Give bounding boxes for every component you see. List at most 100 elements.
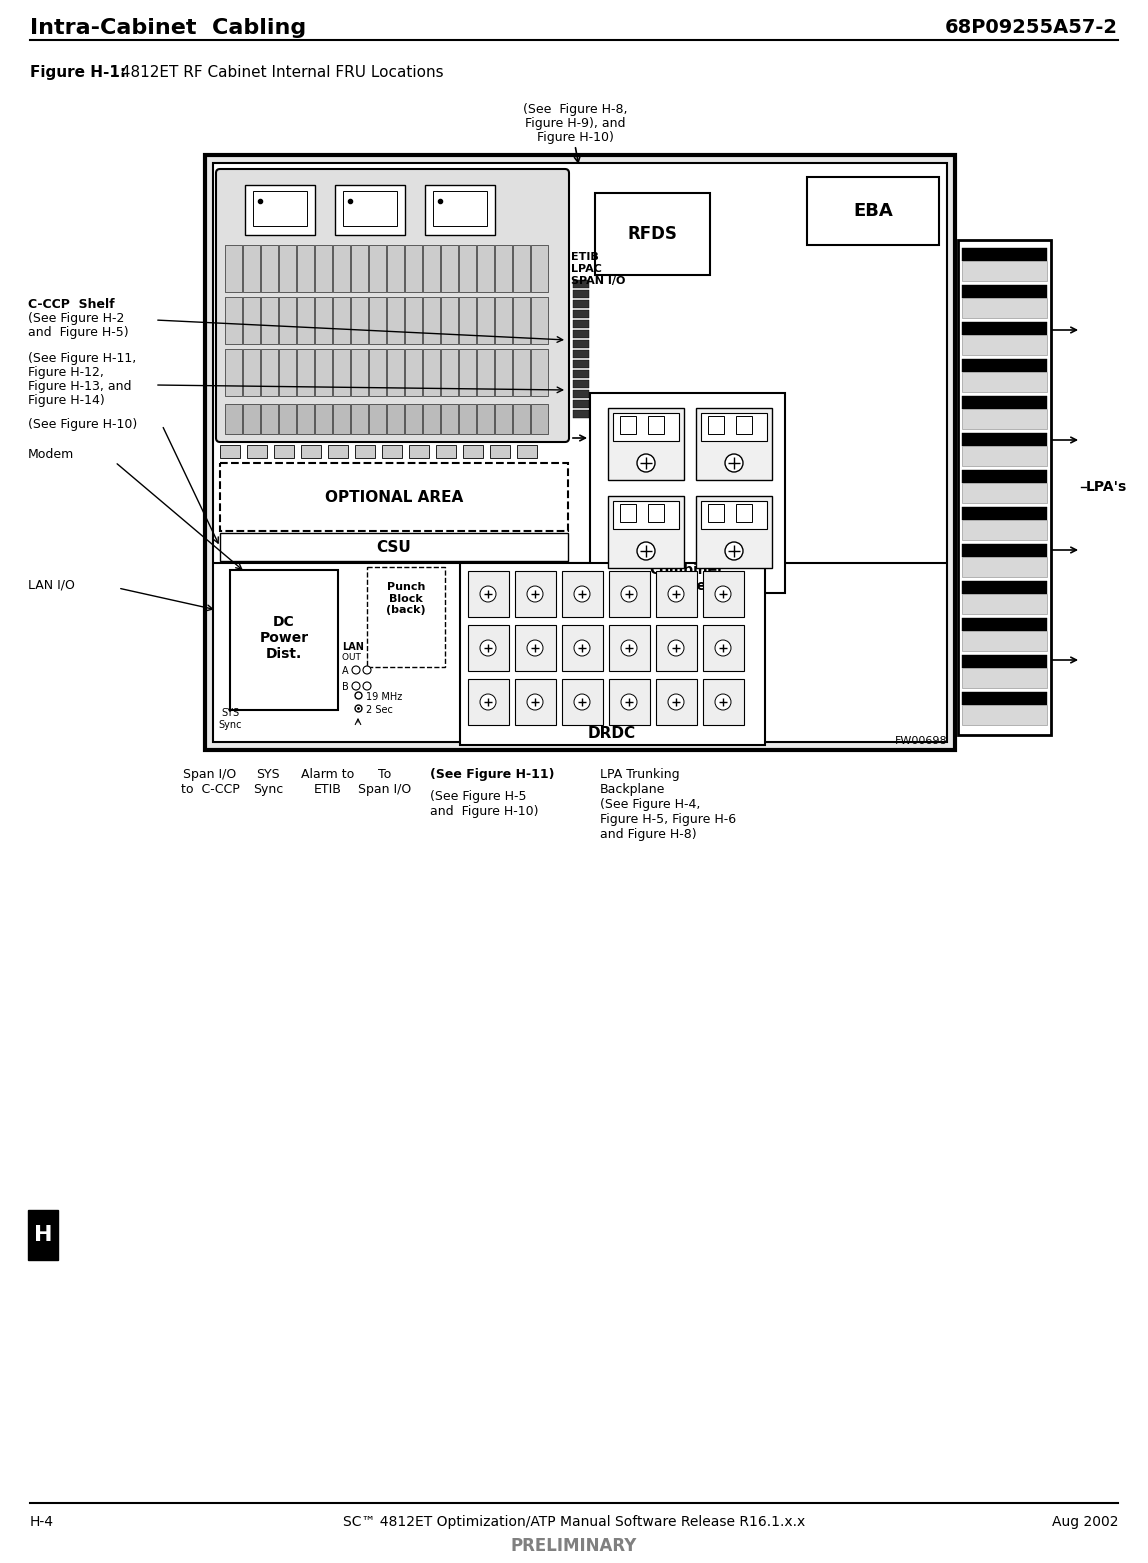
Bar bbox=[387, 245, 404, 292]
Text: LPA's: LPA's bbox=[1086, 480, 1127, 494]
Text: Figure H-1:: Figure H-1: bbox=[30, 66, 126, 80]
Text: To
Span I/O: To Span I/O bbox=[358, 767, 412, 796]
Circle shape bbox=[715, 586, 731, 602]
Bar bbox=[253, 191, 307, 227]
Bar bbox=[962, 322, 1047, 334]
Text: LAN I/O: LAN I/O bbox=[28, 578, 75, 591]
Bar bbox=[513, 403, 530, 435]
Bar bbox=[28, 1210, 59, 1260]
Bar bbox=[220, 445, 240, 458]
Text: 68P09255A57-2: 68P09255A57-2 bbox=[945, 19, 1118, 38]
Bar bbox=[656, 625, 697, 671]
Bar bbox=[573, 300, 589, 308]
Bar bbox=[225, 403, 242, 435]
Bar bbox=[962, 631, 1047, 652]
Bar bbox=[620, 503, 636, 522]
Bar bbox=[962, 544, 1047, 556]
Bar bbox=[962, 581, 1047, 594]
Bar bbox=[351, 245, 369, 292]
Bar bbox=[343, 191, 397, 227]
Circle shape bbox=[726, 542, 743, 560]
Text: Figure H-10): Figure H-10) bbox=[536, 131, 613, 144]
Bar bbox=[214, 163, 947, 742]
Bar bbox=[220, 533, 568, 561]
Bar bbox=[405, 349, 422, 395]
Bar bbox=[701, 502, 767, 528]
Bar bbox=[225, 349, 242, 395]
Text: OUT  IN: OUT IN bbox=[342, 653, 377, 663]
Bar bbox=[573, 341, 589, 349]
Bar bbox=[478, 245, 494, 292]
Circle shape bbox=[527, 694, 543, 710]
Text: 4812ET RF Cabinet Internal FRU Locations: 4812ET RF Cabinet Internal FRU Locations bbox=[116, 66, 443, 80]
Bar bbox=[279, 297, 296, 344]
Bar bbox=[573, 391, 589, 399]
Bar bbox=[459, 297, 476, 344]
Bar bbox=[279, 403, 296, 435]
Bar bbox=[573, 400, 589, 408]
Bar bbox=[205, 155, 955, 750]
Bar bbox=[459, 349, 476, 395]
Bar bbox=[513, 349, 530, 395]
Text: and  Figure H-5): and Figure H-5) bbox=[28, 327, 129, 339]
Bar bbox=[243, 349, 259, 395]
Bar bbox=[422, 349, 440, 395]
Text: Modem: Modem bbox=[28, 449, 75, 461]
Bar bbox=[573, 330, 589, 338]
Bar bbox=[225, 245, 242, 292]
Bar bbox=[495, 297, 512, 344]
Bar bbox=[441, 245, 458, 292]
Circle shape bbox=[668, 694, 684, 710]
Bar bbox=[613, 502, 678, 528]
Bar bbox=[460, 563, 765, 746]
Bar bbox=[736, 416, 752, 435]
Bar bbox=[261, 245, 278, 292]
Bar bbox=[355, 445, 375, 458]
Bar bbox=[243, 403, 259, 435]
Bar bbox=[433, 191, 487, 227]
Bar bbox=[962, 483, 1047, 503]
Bar bbox=[335, 184, 405, 234]
Bar bbox=[962, 299, 1047, 317]
Bar bbox=[515, 570, 556, 617]
Bar bbox=[962, 470, 1047, 483]
Bar bbox=[405, 403, 422, 435]
Circle shape bbox=[352, 681, 360, 689]
Text: LAN: LAN bbox=[342, 642, 364, 652]
Text: (See Figure H-10): (See Figure H-10) bbox=[28, 417, 138, 431]
Bar bbox=[563, 678, 603, 725]
Bar bbox=[701, 413, 767, 441]
Bar bbox=[387, 349, 404, 395]
Bar bbox=[220, 463, 568, 531]
Text: Aug 2002: Aug 2002 bbox=[1052, 1515, 1118, 1529]
Bar bbox=[422, 297, 440, 344]
Bar bbox=[315, 349, 332, 395]
Bar bbox=[328, 445, 348, 458]
Bar bbox=[962, 410, 1047, 428]
Bar bbox=[703, 678, 744, 725]
Text: B: B bbox=[342, 681, 349, 692]
Bar bbox=[573, 359, 589, 367]
Text: SPAN I/O: SPAN I/O bbox=[571, 277, 626, 286]
Bar bbox=[409, 445, 429, 458]
Bar bbox=[230, 570, 338, 710]
Bar bbox=[608, 408, 684, 480]
Text: DRDC: DRDC bbox=[588, 725, 636, 741]
Bar bbox=[369, 349, 386, 395]
Bar bbox=[333, 245, 350, 292]
Text: SYS
Sync: SYS Sync bbox=[218, 708, 242, 730]
Bar bbox=[573, 350, 589, 358]
Bar bbox=[656, 678, 697, 725]
Bar bbox=[563, 570, 603, 617]
Text: ETIB: ETIB bbox=[571, 252, 599, 263]
Bar bbox=[297, 297, 315, 344]
Text: Punch
Block
(back): Punch Block (back) bbox=[386, 581, 426, 616]
Bar bbox=[962, 359, 1047, 372]
Text: SC™ 4812ET Optimization/ATP Manual Software Release R16.1.x.x: SC™ 4812ET Optimization/ATP Manual Softw… bbox=[343, 1515, 805, 1529]
Text: A: A bbox=[342, 666, 349, 677]
Circle shape bbox=[480, 639, 496, 656]
Bar bbox=[962, 433, 1047, 445]
Bar bbox=[608, 495, 684, 567]
Bar bbox=[696, 408, 771, 480]
Bar bbox=[441, 403, 458, 435]
